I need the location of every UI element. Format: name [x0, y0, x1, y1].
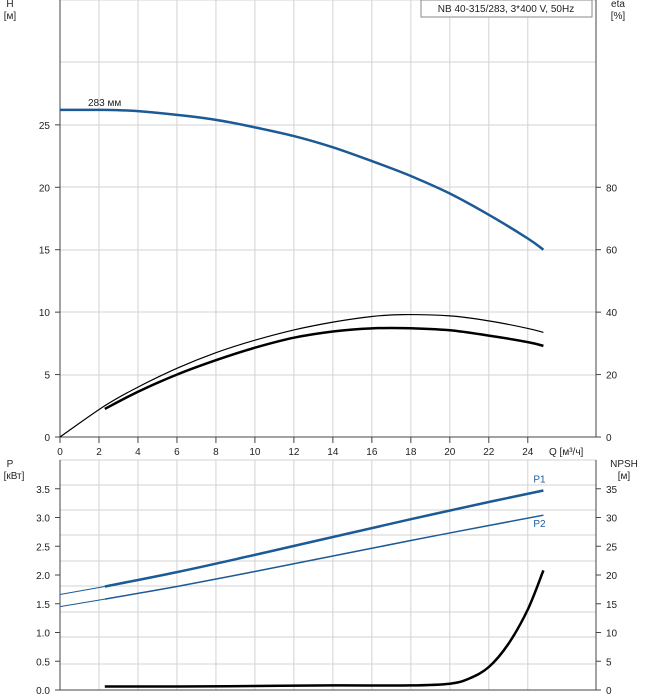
- y2-tick-label: 5: [606, 657, 612, 668]
- title-box: [420, 0, 593, 18]
- x-tick-label: 10: [249, 447, 261, 458]
- x-tick-label: 20: [444, 447, 456, 458]
- y-tick-label: 2.5: [36, 542, 50, 553]
- y2-tick-label: 25: [606, 542, 618, 553]
- y-tick-label: 3.0: [36, 514, 50, 525]
- y2-tick-label: 40: [606, 308, 618, 319]
- x-tick-label: 16: [366, 447, 378, 458]
- x-axis-label: Q [м³/ч]: [549, 447, 584, 458]
- y-tick-label: 25: [39, 121, 51, 132]
- y2-tick-label: 80: [606, 183, 618, 194]
- y-tick-label: 1.0: [36, 629, 50, 640]
- y2-tick-label: 60: [606, 246, 618, 257]
- x-tick-label: 0: [57, 447, 63, 458]
- series-label: P1: [533, 474, 546, 485]
- y-tick-label: 2.0: [36, 571, 50, 582]
- x-tick-label: 8: [213, 447, 219, 458]
- x-tick-label: 12: [288, 447, 300, 458]
- x-tick-label: 22: [483, 447, 495, 458]
- series-line-0-0: [59, 108, 545, 251]
- y-tick-label: 3.5: [36, 485, 50, 496]
- x-tick-label: 4: [135, 447, 141, 458]
- x-tick-label: 24: [522, 447, 534, 458]
- chart-title: NB 40-315/283, 3*400 V, 50Hz: [438, 4, 574, 15]
- y2-tick-label: 35: [606, 485, 618, 496]
- y-tick-label: 10: [39, 308, 51, 319]
- x-tick-label: 14: [327, 447, 339, 458]
- y2-tick-label: 10: [606, 629, 618, 640]
- y-tick-label: 0: [44, 433, 50, 444]
- y-axis-unit: [кВт]: [4, 471, 25, 482]
- y2-tick-label: 15: [606, 600, 618, 611]
- y-tick-label: 5: [44, 371, 50, 382]
- y-tick-label: 1.5: [36, 600, 50, 611]
- y2-axis-label: eta: [611, 0, 625, 10]
- series-line-0-1: [59, 313, 544, 438]
- series-label: 283 мм: [88, 98, 121, 109]
- x-tick-label: 18: [405, 447, 417, 458]
- y-axis-label: P: [7, 459, 14, 470]
- y-axis-label: H: [6, 0, 13, 10]
- x-tick-label: 6: [174, 447, 180, 458]
- y2-tick-label: 0: [606, 686, 612, 697]
- series-line-1-3: [59, 598, 105, 608]
- y2-axis-label: NPSH: [610, 459, 638, 470]
- series-line-1-1: [59, 586, 105, 595]
- y-tick-label: 0.0: [36, 686, 50, 697]
- y-tick-label: 20: [39, 183, 51, 194]
- series-line-1-2: [104, 514, 544, 600]
- y2-axis-unit: [м]: [618, 471, 631, 482]
- y-tick-label: 15: [39, 246, 51, 257]
- y2-tick-label: 30: [606, 514, 618, 525]
- series-line-1-4: [104, 569, 545, 688]
- y-axis-unit: [м]: [4, 11, 17, 22]
- x-tick-label: 2: [96, 447, 102, 458]
- y2-tick-label: 20: [606, 571, 618, 582]
- y2-tick-label: 0: [606, 433, 612, 444]
- series-line-0-2: [104, 326, 544, 411]
- y2-tick-label: 20: [606, 371, 618, 382]
- y-tick-label: 0.5: [36, 657, 50, 668]
- y2-axis-unit: [%]: [611, 11, 626, 22]
- series-label: P2: [533, 519, 546, 530]
- series-line-1-0: [104, 489, 544, 588]
